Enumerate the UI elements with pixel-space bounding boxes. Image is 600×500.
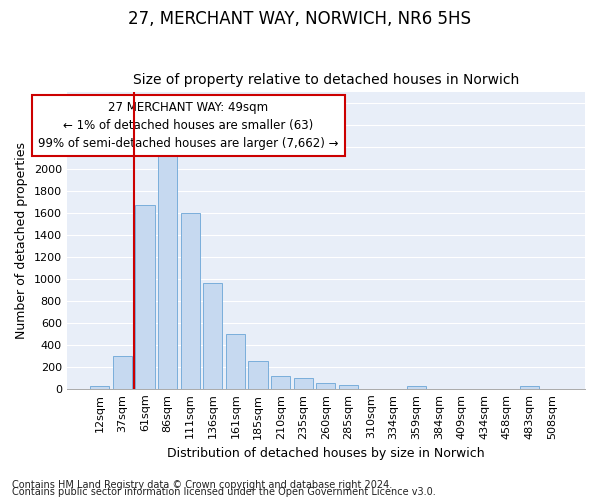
X-axis label: Distribution of detached houses by size in Norwich: Distribution of detached houses by size … — [167, 447, 485, 460]
Bar — [181, 213, 200, 389]
Bar — [248, 362, 268, 389]
Bar — [520, 386, 539, 389]
Bar — [293, 378, 313, 389]
Bar — [339, 385, 358, 389]
Text: 27, MERCHANT WAY, NORWICH, NR6 5HS: 27, MERCHANT WAY, NORWICH, NR6 5HS — [128, 10, 472, 28]
Text: Contains public sector information licensed under the Open Government Licence v3: Contains public sector information licen… — [12, 487, 436, 497]
Text: Contains HM Land Registry data © Crown copyright and database right 2024.: Contains HM Land Registry data © Crown c… — [12, 480, 392, 490]
Bar — [316, 384, 335, 389]
Title: Size of property relative to detached houses in Norwich: Size of property relative to detached ho… — [133, 73, 519, 87]
Bar — [136, 206, 155, 389]
Y-axis label: Number of detached properties: Number of detached properties — [15, 142, 28, 339]
Bar — [271, 376, 290, 389]
Bar — [113, 356, 132, 389]
Bar — [158, 152, 177, 389]
Bar — [203, 284, 223, 389]
Bar — [407, 386, 426, 389]
Bar — [226, 334, 245, 389]
Text: 27 MERCHANT WAY: 49sqm
← 1% of detached houses are smaller (63)
99% of semi-deta: 27 MERCHANT WAY: 49sqm ← 1% of detached … — [38, 101, 339, 150]
Bar — [90, 386, 109, 389]
